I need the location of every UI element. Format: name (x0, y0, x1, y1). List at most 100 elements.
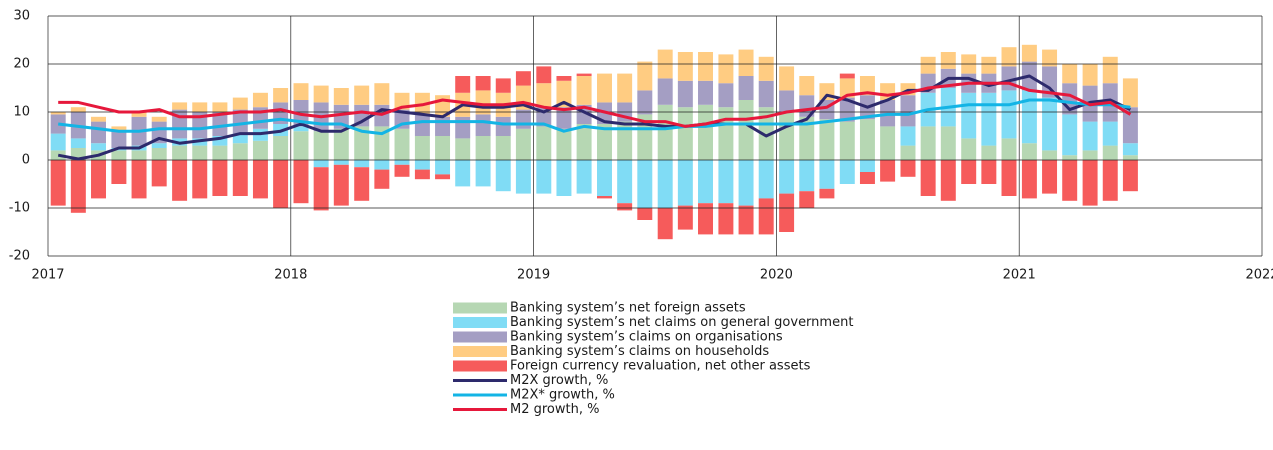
bar (940, 52, 956, 69)
x-tick-label: 2022 (1245, 268, 1273, 283)
bar (273, 160, 289, 208)
bar (91, 116, 106, 122)
bar (455, 138, 471, 160)
bar (91, 160, 106, 199)
bar (637, 61, 653, 91)
bar (232, 97, 248, 110)
bar (1021, 44, 1037, 62)
bar (1102, 160, 1118, 201)
bar (455, 76, 471, 93)
bar (70, 138, 86, 148)
bar (374, 126, 390, 160)
bar (617, 203, 633, 211)
y-tick-label: 10 (13, 105, 30, 120)
x-tick-label: 2018 (274, 268, 307, 283)
bar (981, 92, 997, 146)
bar (192, 145, 208, 160)
bar (718, 107, 734, 160)
bar (151, 143, 167, 148)
bar (354, 126, 370, 160)
bar (333, 128, 349, 160)
legend-label: M2X growth, % (510, 373, 608, 388)
bar (515, 109, 531, 129)
bar (718, 160, 734, 204)
bar (859, 160, 875, 172)
bar (779, 160, 795, 194)
bar (900, 160, 916, 177)
x-tick-label: 2017 (31, 268, 64, 283)
bar (50, 114, 66, 134)
bar (799, 191, 815, 208)
legend-label: M2X* growth, % (510, 388, 615, 403)
bar (617, 160, 633, 204)
bar (1001, 47, 1017, 67)
bar (1021, 143, 1037, 160)
bar (131, 150, 147, 160)
line (58, 81, 1132, 128)
bar (212, 160, 228, 196)
y-tick-label: -10 (9, 201, 30, 216)
bar (819, 160, 835, 189)
bar (657, 78, 673, 105)
bar (677, 107, 693, 160)
line (58, 98, 1131, 136)
legend-label: Banking system’s net claims on general g… (510, 315, 853, 330)
bar (839, 121, 855, 160)
bar (495, 78, 511, 93)
bar (839, 160, 855, 184)
bar (1001, 90, 1017, 139)
bar (455, 160, 471, 187)
bar (1042, 49, 1058, 67)
bar (799, 160, 815, 192)
bar (192, 160, 208, 199)
bar (394, 164, 410, 177)
bar (475, 114, 491, 136)
bar (515, 128, 531, 160)
bar (698, 203, 713, 235)
bar (900, 126, 916, 146)
bar (1042, 160, 1058, 194)
bar (232, 143, 248, 160)
bar (212, 102, 228, 112)
bar (920, 126, 936, 160)
bar (435, 160, 451, 175)
bar (758, 107, 774, 160)
bar (920, 160, 936, 196)
bar (981, 145, 997, 160)
bar (536, 66, 552, 84)
bar (637, 90, 653, 115)
bar (981, 56, 997, 74)
bar (192, 112, 208, 139)
bar (273, 136, 289, 160)
bar (677, 205, 693, 230)
bar (859, 76, 875, 96)
bar (617, 73, 633, 103)
bar (515, 160, 531, 194)
bar (677, 80, 693, 108)
bar (718, 83, 734, 108)
bar (779, 90, 795, 112)
legend-label: Banking system’s claims on organisations (510, 330, 783, 345)
legend-label: M2 growth, % (510, 402, 599, 417)
bar (151, 160, 167, 187)
y-tick-label: 20 (13, 57, 30, 72)
bar (961, 138, 977, 160)
bar (111, 131, 127, 148)
bar (920, 56, 936, 74)
bar (698, 80, 713, 105)
bar (900, 145, 916, 160)
legend-label: Banking system’s claims on households (510, 344, 769, 359)
x-tick-label: 2019 (517, 268, 550, 283)
bar (354, 160, 370, 168)
legend-swatch (453, 317, 507, 328)
bar (232, 109, 248, 134)
bar (293, 160, 309, 204)
bar (556, 128, 572, 160)
bar (698, 160, 713, 204)
bar (333, 160, 349, 165)
bar (900, 95, 916, 127)
bar (779, 112, 795, 160)
bar (880, 160, 896, 182)
legend-label: Banking system’s net foreign assets (510, 301, 746, 316)
